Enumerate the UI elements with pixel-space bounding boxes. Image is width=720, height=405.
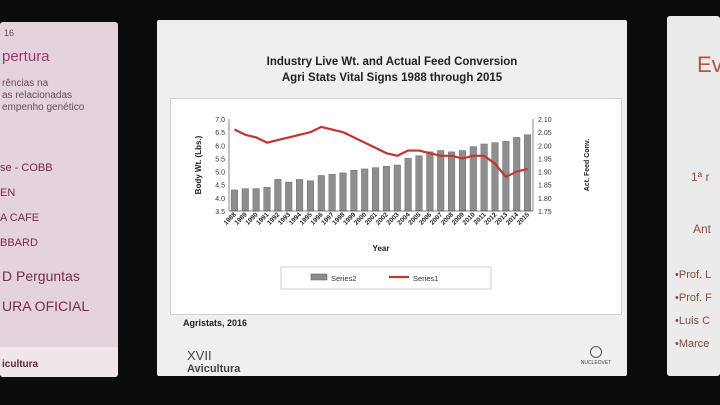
bar: [230, 189, 238, 212]
y2-tick-label: 1.75: [538, 209, 552, 216]
series-line: [233, 125, 528, 178]
slide-credit: Agristats, 2016: [183, 318, 248, 328]
bar: [241, 188, 249, 212]
y-tick-label: 6.5: [215, 130, 225, 137]
left-title: pertura: [2, 48, 50, 65]
right-name: •Prof. F: [675, 292, 712, 304]
y-tick-label: 5.0: [215, 170, 225, 177]
bar: [458, 150, 466, 212]
y2-tick-label: 1.95: [538, 156, 552, 163]
legend-swatch-bar: [310, 273, 328, 281]
bar: [437, 150, 445, 212]
left-perguntas: D Perguntas: [2, 268, 80, 284]
slide-title-line2: Agri Stats Vital Signs 1988 through 2015: [281, 72, 503, 84]
slide-title-line1: Industry Live Wt. and Actual Feed Conver…: [266, 56, 518, 68]
legend-label-series2: Series2: [331, 274, 356, 283]
left-footer: icultura: [0, 347, 118, 377]
bar: [426, 151, 434, 212]
bar: [317, 175, 325, 212]
center-slide: Industry Live Wt. and Actual Feed Conver…: [157, 20, 627, 376]
right-name: •Prof. L: [675, 269, 712, 281]
left-subtitle-line: empenho genético: [2, 102, 85, 113]
y-tick-label: 4.0: [215, 196, 225, 203]
left-subtitle-line: rências na: [2, 78, 49, 89]
bar: [350, 170, 358, 212]
sponsor-logo-icon: [590, 346, 602, 358]
right-name: •Luis C: [675, 315, 711, 327]
bar: [524, 134, 532, 212]
y2-tick-label: 1.90: [538, 170, 552, 177]
left-subtitle-line: as relacionadas: [2, 90, 73, 101]
event-logo-label: Avicultura: [187, 363, 241, 375]
y-tick-label: 4.5: [215, 183, 225, 190]
bar: [339, 172, 347, 212]
bar: [448, 151, 456, 212]
bar: [393, 164, 401, 212]
bar: [404, 158, 412, 212]
y2-tick-label: 2.10: [538, 117, 552, 124]
event-logo: XVII Avicultura: [187, 348, 240, 375]
bar: [252, 188, 260, 212]
y-tick-label: 3.5: [215, 209, 225, 216]
bar: [491, 142, 499, 212]
left-item: se - COBB: [0, 162, 53, 174]
left-item: EN: [0, 187, 16, 199]
chart-frame: 3.5 4.0 4.5 5.0 5.5 6.0 6.5 7.0 1.75 1.80 1.85 1.90…: [170, 98, 622, 315]
y-tick-label: 7.0: [215, 117, 225, 124]
sponsor-logo-text: NUCLEOVET: [580, 360, 612, 366]
y2-tick-label: 2.00: [538, 143, 552, 150]
right-name-list: •Prof. L •Prof. F •Luis C •Marce: [675, 269, 712, 361]
bar: [328, 173, 336, 212]
left-footer-text: icultura: [2, 359, 39, 370]
right-title: Ev: [697, 52, 720, 77]
right-line-a: 1ª r: [691, 170, 710, 184]
bar: [296, 179, 304, 212]
y-tick-label: 6.0: [215, 143, 225, 150]
legend-label-series1: Series1: [413, 274, 438, 283]
bar: [274, 179, 282, 212]
sponsor-logo: NUCLEOVET: [577, 346, 615, 368]
bar: [361, 168, 369, 212]
right-line-b: Ant: [693, 222, 712, 236]
event-logo-number: XVII: [187, 348, 212, 363]
x-axis-title: Year: [373, 244, 390, 253]
right-slide-panel: Ev 1ª r Ant •Prof. L •Prof. F •Luis C •M…: [667, 16, 720, 376]
y2-tick-label: 1.85: [538, 183, 552, 190]
left-subtitle: rências na as relacionadas empenho genét…: [2, 78, 84, 114]
y2-axis-title: Act. Feed Conv.: [584, 139, 591, 191]
left-slide-panel: 16 pertura rências na as relacionadas em…: [0, 22, 118, 377]
legend-box: [280, 266, 492, 290]
y-tick-label: 5.5: [215, 156, 225, 163]
x-tick-label: 2015: [516, 211, 531, 226]
bar: [513, 137, 521, 212]
bar: [263, 187, 271, 212]
bar: [306, 180, 314, 212]
chart-svg: 3.5 4.0 4.5 5.0 5.5 6.0 6.5 7.0 1.75 1.80 1.85 1.90…: [194, 117, 591, 290]
bar: [372, 167, 380, 212]
left-oficial: URA OFICIAL: [2, 298, 90, 314]
left-year: 16: [4, 28, 15, 38]
right-name: •Marce: [675, 338, 710, 350]
y2-tick-label: 1.80: [538, 196, 552, 203]
y-axis-title: Body Wt. (Lbs.): [194, 135, 203, 194]
bar: [480, 143, 488, 212]
left-item: A CAFE: [0, 212, 40, 224]
bar: [415, 155, 423, 212]
bar: [285, 181, 293, 212]
left-item: BBARD: [0, 237, 38, 249]
y2-tick-label: 2.05: [538, 130, 552, 137]
left-item-list: se - COBB EN A CAFE BBARD: [0, 162, 53, 262]
bar: [382, 166, 390, 212]
